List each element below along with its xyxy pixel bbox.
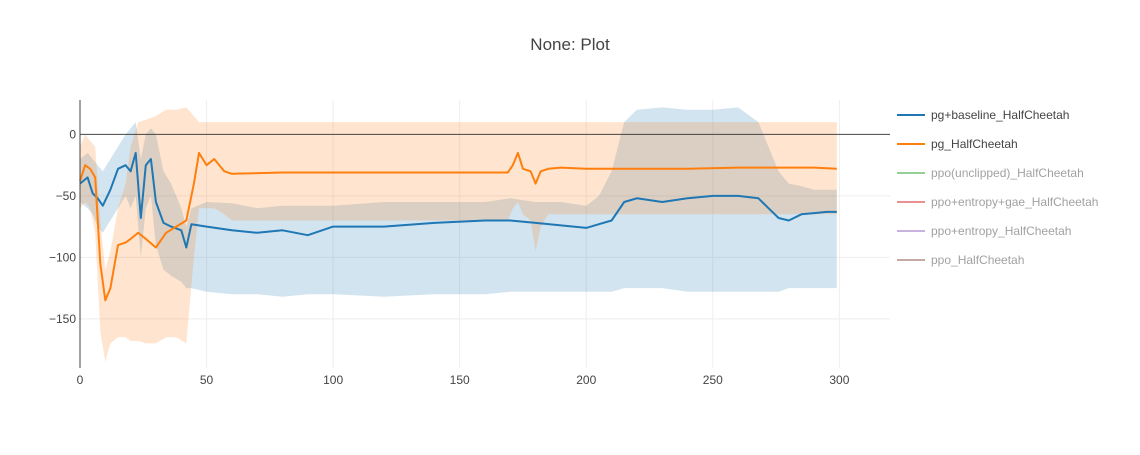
legend-item[interactable]: pg+baseline_HalfCheetah [897, 108, 1069, 122]
x-tick-label: 150 [450, 373, 470, 387]
legend-item[interactable]: ppo_HalfCheetah [897, 253, 1024, 267]
legend-label: ppo(unclipped)_HalfCheetah [931, 166, 1084, 180]
x-tick-label: 0 [77, 373, 84, 387]
x-tick-label: 300 [829, 373, 849, 387]
legend-item[interactable]: ppo+entropy+gae_HalfCheetah [897, 195, 1098, 209]
legend-label: pg+baseline_HalfCheetah [931, 108, 1069, 122]
chart-title: None: Plot [530, 35, 610, 54]
legend-label: ppo_HalfCheetah [931, 253, 1024, 267]
series-line-0[interactable] [79, 151, 837, 249]
grid-lines [79, 100, 890, 368]
confidence-bands [80, 107, 837, 362]
x-tick-label: 50 [200, 373, 214, 387]
legend-label: ppo+entropy+gae_HalfCheetah [931, 195, 1098, 209]
x-tick-label: 100 [323, 373, 343, 387]
legend-label: pg_HalfCheetah [931, 137, 1018, 151]
y-tick-label: −50 [56, 189, 77, 203]
legend-label: ppo+entropy_HalfCheetah [931, 224, 1071, 238]
series-lines [79, 151, 837, 302]
y-tick-label: −100 [49, 250, 76, 264]
confidence-band-0 [80, 107, 837, 297]
legend-item[interactable]: ppo+entropy_HalfCheetah [897, 224, 1071, 238]
x-tick-label: 250 [703, 373, 723, 387]
legend[interactable]: pg+baseline_HalfCheetah pg_HalfCheetahppo… [897, 108, 1098, 267]
axes: 0 50 100 150 200 250 300 0 −50 −100 −150 [49, 100, 890, 387]
y-tick-label: 0 [69, 127, 76, 141]
confidence-band-1 [80, 107, 837, 362]
legend-item[interactable]: ppo(unclipped)_HalfCheetah [897, 166, 1084, 180]
x-tick-label: 200 [576, 373, 596, 387]
series-line-1[interactable] [79, 151, 837, 302]
legend-item[interactable]: pg_HalfCheetah [897, 137, 1018, 151]
y-tick-label: −150 [49, 312, 76, 326]
